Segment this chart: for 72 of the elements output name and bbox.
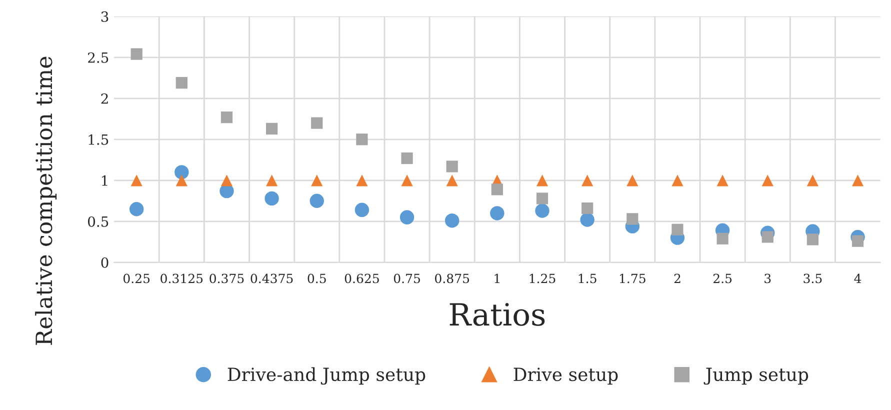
point	[311, 174, 323, 186]
x-tick-label: 1.25	[530, 274, 556, 284]
x-tick-label: 0.75	[394, 274, 420, 284]
point	[311, 117, 323, 129]
point	[582, 174, 594, 186]
point	[580, 212, 594, 227]
point	[266, 122, 278, 135]
y-tick-label: 1.5	[88, 134, 108, 145]
point	[356, 174, 368, 186]
x-tick-label: 0.875	[435, 274, 470, 284]
point	[356, 134, 368, 146]
x-tick-label: 0.3125	[160, 274, 203, 284]
y-axis-title: Relative competition time	[35, 56, 57, 345]
point	[852, 174, 864, 186]
point	[310, 194, 324, 208]
x-tick-label: 0.5	[308, 274, 326, 284]
point	[716, 232, 728, 244]
point	[762, 231, 774, 243]
y-tick-label: 1	[102, 175, 108, 186]
point	[220, 174, 233, 186]
y-tick-label: 0	[101, 257, 108, 268]
point	[491, 184, 503, 196]
point	[266, 174, 278, 186]
point	[130, 48, 142, 60]
point	[716, 174, 728, 186]
legend-label: Jump setup	[704, 368, 808, 385]
point	[401, 152, 413, 164]
point	[264, 191, 279, 206]
point	[626, 174, 638, 186]
legend-label: Drive-and Jump setup	[228, 367, 426, 385]
x-tick-label: 0.625	[344, 274, 379, 284]
y-tick-label: 2.5	[88, 52, 108, 63]
point	[536, 174, 548, 186]
point	[176, 174, 188, 186]
x-tick-label: 4	[854, 274, 862, 284]
point	[354, 202, 370, 218]
point	[852, 235, 864, 247]
point	[129, 202, 144, 216]
point	[535, 204, 550, 218]
point	[176, 77, 188, 89]
point	[400, 210, 414, 224]
point	[626, 213, 638, 225]
point	[444, 213, 460, 228]
point	[220, 111, 233, 124]
point	[806, 234, 819, 246]
x-tick-label: 3	[764, 274, 771, 284]
y-tick-label: 2	[101, 93, 108, 104]
legend-label: Drive setup	[514, 368, 618, 385]
point	[130, 174, 142, 186]
point	[762, 174, 774, 186]
point	[446, 174, 458, 186]
point	[490, 206, 504, 220]
point	[672, 224, 684, 236]
x-tick-label: 1.5	[578, 274, 596, 284]
point	[582, 202, 594, 214]
point	[401, 174, 413, 186]
x-tick-label: 2.5	[713, 274, 732, 284]
x-axis-title: Ratios	[450, 303, 545, 326]
point	[806, 174, 819, 186]
x-tick-label: 3.5	[804, 274, 822, 284]
y-tick-label: 3	[101, 11, 108, 22]
x-tick-label: 2	[674, 274, 680, 284]
point	[174, 165, 189, 180]
point	[536, 192, 548, 204]
x-tick-label: 0.375	[210, 274, 244, 284]
point	[446, 160, 458, 172]
y-tick-label: 0.5	[88, 216, 108, 227]
x-tick-label: 1.75	[620, 274, 646, 284]
x-tick-label: 0.25	[123, 274, 150, 284]
x-tick-label: 1	[494, 274, 500, 284]
point	[672, 174, 684, 186]
x-tick-label: 0.4375	[250, 274, 293, 284]
